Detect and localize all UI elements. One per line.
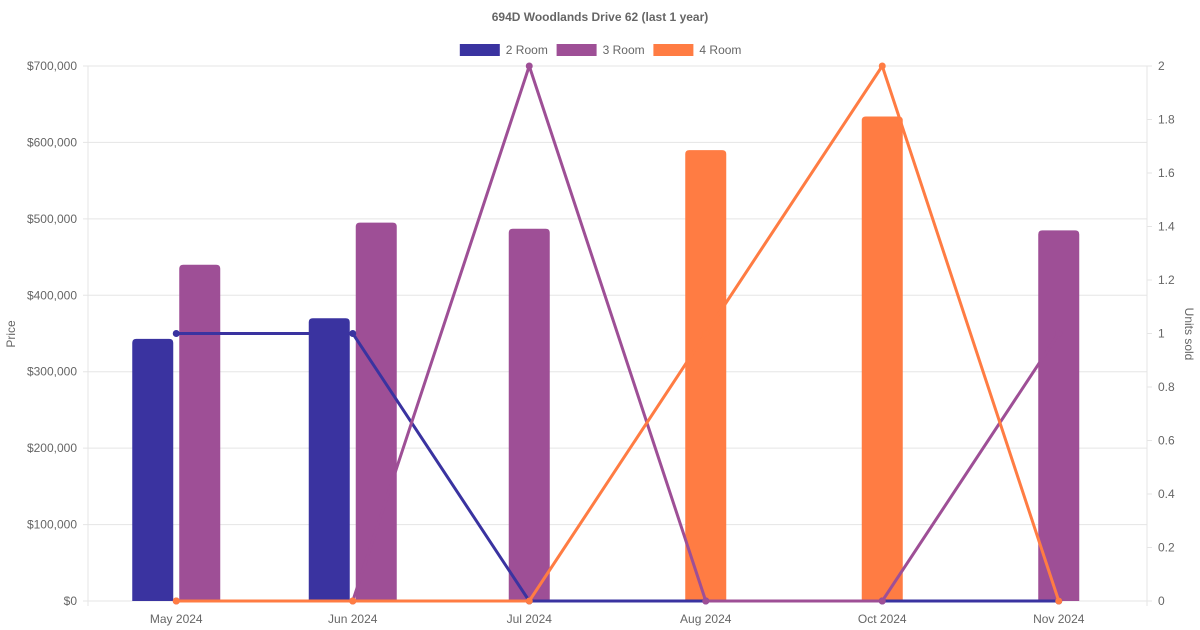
data-point <box>878 62 886 70</box>
y-right-tick-label: 0 <box>1158 594 1165 608</box>
y-left-tick-label: $0 <box>64 594 78 608</box>
legend-swatch <box>556 44 597 56</box>
y-right-tick-label: 1.8 <box>1158 113 1175 127</box>
y-axis-left-title: Price <box>4 320 18 348</box>
legend-label: 2 Room <box>506 43 548 57</box>
bars <box>132 116 1080 602</box>
x-tick-label: Nov 2024 <box>1033 612 1085 626</box>
y-right-tick-label: 2 <box>1158 59 1165 73</box>
x-tick-label: Jul 2024 <box>507 612 553 626</box>
legend-label: 4 Room <box>699 43 741 57</box>
y-axis-right-title: Units sold <box>1182 308 1196 361</box>
y-left-tick-label: $300,000 <box>27 365 77 379</box>
y-right-tick-label: 0.8 <box>1158 380 1175 394</box>
y-right-tick-label: 1.2 <box>1158 273 1175 287</box>
y-right-tick-label: 1.4 <box>1158 220 1175 234</box>
legend: 2 Room 3 Room 4 Room <box>459 43 741 57</box>
y-left-tick-label: $700,000 <box>27 59 77 73</box>
y-left-tick-label: $500,000 <box>27 212 77 226</box>
left-axis: $0 $100,000 $200,000 $300,000 $400,000 $500,0… <box>27 59 77 608</box>
series-line <box>176 64 1061 603</box>
data-point <box>172 330 180 337</box>
data-point <box>702 597 710 605</box>
data-point <box>525 62 533 70</box>
data-point <box>525 597 533 605</box>
bar <box>508 228 550 602</box>
y-left-tick-label: $200,000 <box>27 441 77 455</box>
y-right-tick-label: 1 <box>1158 327 1165 341</box>
bar <box>132 338 174 601</box>
x-tick-label: Oct 2024 <box>858 612 907 626</box>
data-point <box>349 330 357 337</box>
bar <box>179 264 221 601</box>
data-point <box>1055 330 1063 337</box>
data-point <box>172 597 180 605</box>
series-line <box>176 332 1059 603</box>
x-tick-label: May 2024 <box>150 612 203 626</box>
data-point <box>878 597 886 605</box>
legend-swatch <box>653 44 694 56</box>
bar <box>1038 230 1080 602</box>
right-axis: 0 0.2 0.4 0.6 0.8 1 1.2 1.4 1.6 1.8 2 <box>1158 59 1175 608</box>
data-point <box>702 330 710 337</box>
legend-swatch <box>459 44 500 56</box>
chart-title: 694D Woodlands Drive 62 (last 1 year) <box>492 10 709 24</box>
y-right-tick-label: 0.2 <box>1158 541 1175 555</box>
y-left-tick-label: $100,000 <box>27 518 77 532</box>
y-right-tick-label: 1.6 <box>1158 166 1175 180</box>
bar <box>861 116 903 601</box>
x-tick-label: Jun 2024 <box>328 612 378 626</box>
lines <box>172 62 1063 605</box>
data-point <box>1055 597 1063 605</box>
bar <box>685 150 727 602</box>
bar <box>308 318 350 601</box>
gridlines <box>83 65 1152 606</box>
bar <box>355 222 397 601</box>
y-left-tick-label: $600,000 <box>27 135 77 149</box>
y-left-tick-label: $400,000 <box>27 288 77 302</box>
y-right-tick-label: 0.6 <box>1158 434 1175 448</box>
x-tick-label: Aug 2024 <box>680 612 732 626</box>
x-axis: May 2024 Jun 2024 Jul 2024 Aug 2024 Oct 2024… <box>150 612 1085 626</box>
y-right-tick-label: 0.4 <box>1158 487 1175 501</box>
data-point <box>349 597 357 605</box>
legend-label: 3 Room <box>603 43 645 57</box>
